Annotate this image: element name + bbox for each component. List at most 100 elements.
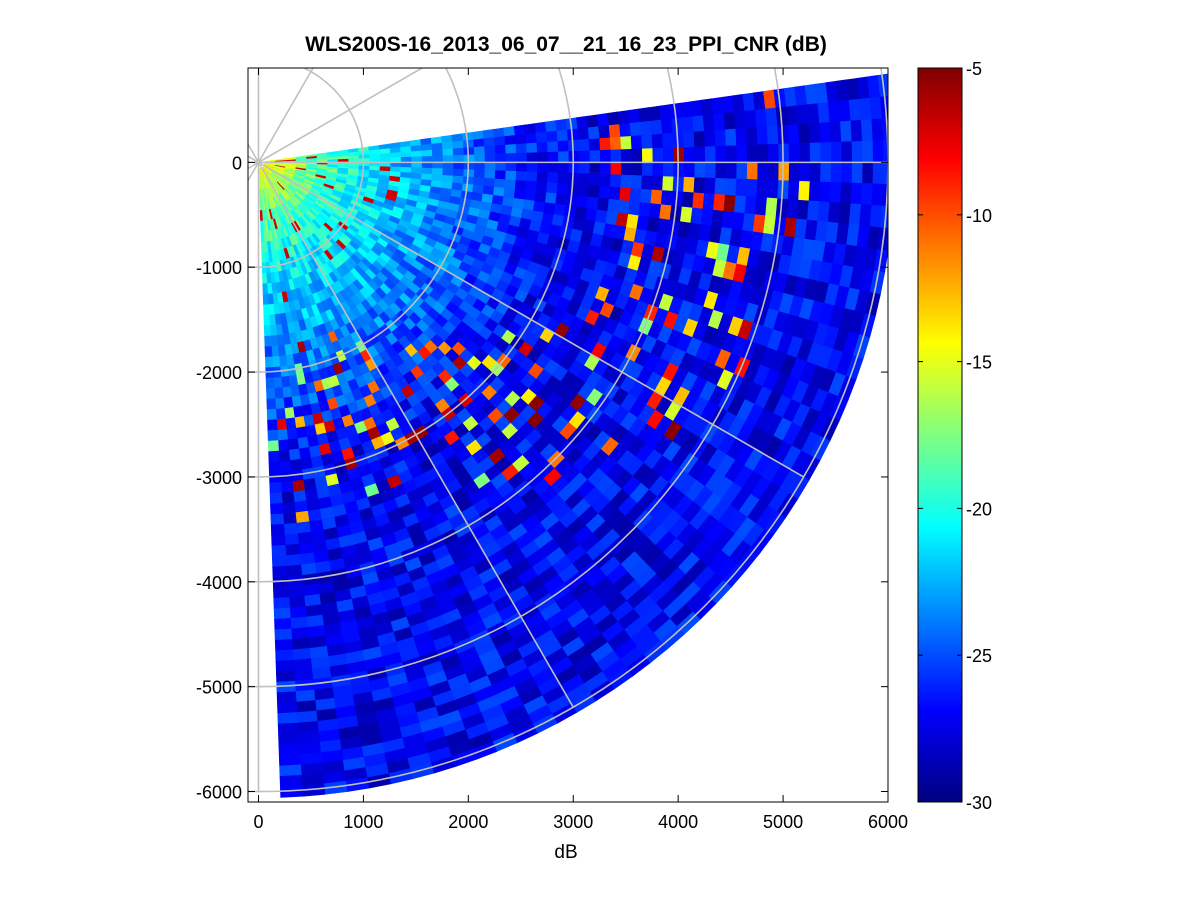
cnr-cell — [400, 156, 412, 163]
cnr-cell — [421, 149, 433, 157]
cnr-cell — [474, 154, 486, 163]
cnr-cell — [524, 123, 537, 135]
cnr-cell — [302, 478, 317, 491]
cnr-cell — [683, 162, 696, 178]
cnr-cell — [442, 168, 454, 177]
cnr-cell — [767, 162, 780, 181]
x-tick-label: 6000 — [868, 812, 908, 832]
cnr-cell — [786, 199, 799, 220]
x-tick-label: 4000 — [658, 812, 698, 832]
cnr-cell — [733, 195, 747, 214]
cnr-cell — [746, 144, 759, 163]
cnr-cell — [463, 146, 475, 156]
cnr-cell — [492, 127, 506, 138]
cnr-cell — [269, 324, 278, 337]
cnr-cell — [525, 132, 538, 144]
cnr-cell — [292, 490, 307, 503]
cnr-cell — [273, 597, 290, 610]
cnr-cell — [754, 196, 768, 216]
cnr-cell — [514, 180, 527, 191]
cnr-cell — [474, 162, 486, 171]
cnr-cell — [265, 377, 275, 390]
cnr-cell — [579, 150, 591, 163]
cnr-cell — [274, 628, 293, 641]
cnr-cell — [883, 162, 888, 185]
cnr-cell — [267, 419, 278, 431]
cnr-cell — [473, 146, 486, 156]
cnr-cell — [829, 121, 842, 143]
cnr-cell — [270, 503, 284, 515]
cnr-cell — [641, 148, 654, 163]
cnr-cell — [651, 175, 664, 191]
cnr-cell — [725, 162, 738, 180]
cnr-cell — [298, 731, 320, 745]
cnr-cell — [683, 176, 696, 194]
cnr-cell — [809, 162, 822, 183]
cnr-cell — [266, 387, 276, 400]
cnr-cell — [872, 162, 885, 185]
cnr-cell — [284, 533, 299, 546]
cnr-cell — [298, 542, 314, 555]
cnr-cell — [651, 133, 664, 149]
cnr-cell — [704, 162, 717, 179]
cnr-cell — [431, 168, 444, 176]
cnr-cell — [599, 173, 612, 188]
plot-area — [248, 68, 888, 798]
cnr-cell — [534, 191, 547, 203]
cnr-cell — [295, 689, 316, 703]
cnr-cell — [841, 141, 853, 163]
cnr-cell — [744, 109, 758, 129]
chart-title: WLS200S-16_2013_06_07__21_16_23_PPI_CNR … — [305, 33, 827, 56]
cnr-cell — [630, 135, 643, 150]
cnr-cell — [410, 144, 423, 153]
cnr-cell — [463, 154, 475, 163]
cnr-cell — [588, 138, 601, 152]
cnr-cell — [610, 149, 622, 163]
cnr-cell — [558, 162, 570, 174]
colorbar-tick-label: -20 — [966, 499, 992, 519]
cnr-cell — [628, 201, 641, 217]
colorbar-tick-label: -10 — [966, 206, 992, 226]
cnr-cell — [662, 133, 675, 149]
cnr-cell — [746, 162, 759, 181]
cnr-cell — [765, 197, 778, 218]
cnr-cell — [280, 481, 294, 494]
cnr-cell — [281, 491, 295, 504]
cnr-cell — [756, 179, 769, 199]
cnr-cell — [526, 171, 538, 183]
cnr-cell — [683, 131, 696, 148]
cnr-cell — [830, 141, 843, 163]
cnr-cell — [278, 733, 300, 746]
cnr-cell — [788, 162, 801, 182]
cnr-cell — [827, 101, 841, 123]
cnr-cell — [420, 143, 433, 152]
cnr-cell — [576, 115, 589, 130]
cnr-cell — [293, 500, 308, 514]
cnr-cell — [648, 203, 662, 220]
cnr-cell — [263, 325, 271, 337]
cnr-cell — [265, 367, 274, 379]
cnr-cell — [692, 115, 705, 133]
cnr-cell — [725, 145, 738, 163]
cnr-cell — [441, 141, 454, 150]
cnr-cell — [505, 162, 517, 172]
cnr-cell — [745, 127, 758, 146]
cnr-cell — [553, 203, 567, 217]
cnr-cell — [733, 110, 747, 130]
cnr-cell — [275, 649, 294, 662]
cnr-cell — [714, 178, 727, 196]
cnr-cell — [851, 140, 864, 163]
cnr-cell — [681, 116, 695, 133]
cnr-cell — [724, 128, 737, 147]
cnr-cell — [296, 521, 311, 534]
cnr-cell — [536, 171, 549, 183]
cnr-cell — [269, 471, 282, 484]
cnr-cell — [535, 181, 548, 193]
cnr-cell — [546, 182, 559, 195]
cnr-cell — [724, 178, 737, 197]
cnr-cell — [827, 201, 841, 224]
cnr-cell — [650, 119, 663, 136]
cnr-cell — [292, 648, 312, 661]
cnr-cell — [300, 562, 317, 576]
